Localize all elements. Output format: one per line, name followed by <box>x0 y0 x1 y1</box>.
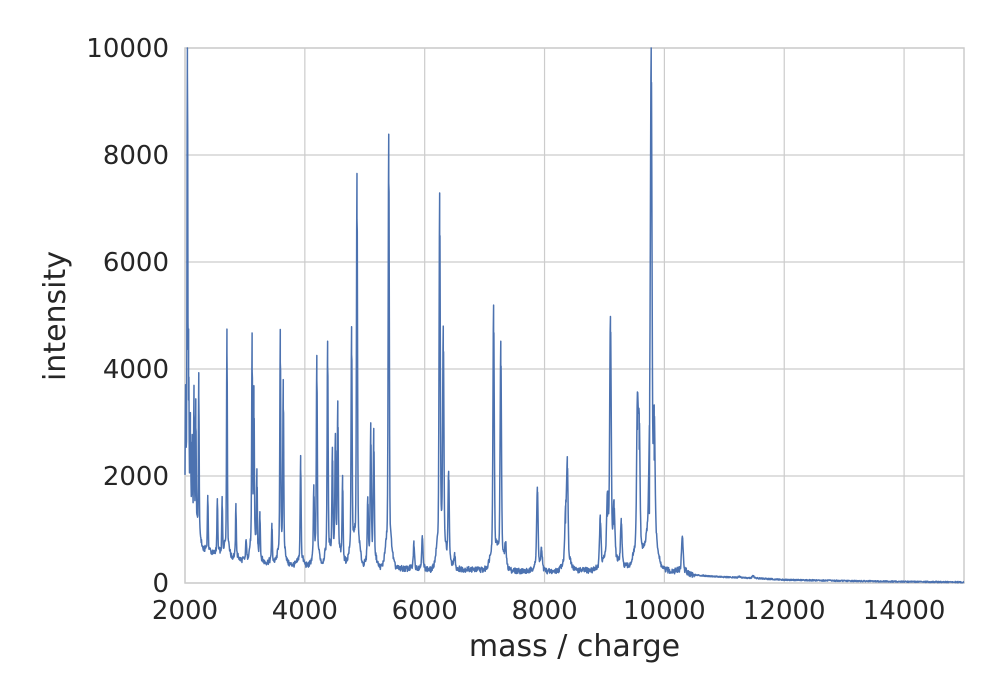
x-axis-label: mass / charge <box>469 629 680 664</box>
y-tick-label: 2000 <box>103 462 169 492</box>
x-tick-label: 14000 <box>863 596 946 626</box>
intensity-series-line <box>184 47 965 584</box>
y-tick-labels: 0 2000 4000 6000 8000 10000 <box>86 34 169 599</box>
x-tick-label: 12000 <box>743 596 826 626</box>
x-tick-label: 8000 <box>511 596 577 626</box>
x-tick-labels: 2000 4000 6000 8000 10000 12000 14000 <box>152 596 946 626</box>
plot-frame <box>184 47 965 584</box>
y-axis-label: intensity <box>38 251 73 381</box>
x-tick-label: 2000 <box>152 596 218 626</box>
y-tick-label: 0 <box>152 569 169 599</box>
y-tick-label: 6000 <box>103 248 169 278</box>
x-tick-label: 10000 <box>623 596 706 626</box>
y-tick-label: 10000 <box>86 34 169 64</box>
y-tick-label: 8000 <box>103 141 169 171</box>
y-tick-label: 4000 <box>103 355 169 385</box>
x-tick-label: 4000 <box>272 596 338 626</box>
x-tick-label: 6000 <box>392 596 458 626</box>
